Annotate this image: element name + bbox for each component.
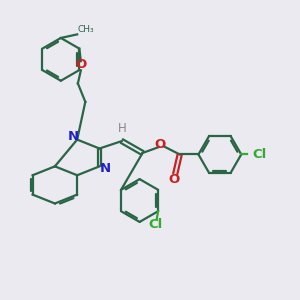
Text: O: O bbox=[155, 138, 166, 151]
Text: H: H bbox=[118, 122, 127, 135]
Text: Cl: Cl bbox=[253, 148, 267, 161]
Text: N: N bbox=[68, 130, 79, 143]
Text: O: O bbox=[75, 58, 86, 71]
Text: CH₃: CH₃ bbox=[78, 25, 94, 34]
Text: N: N bbox=[99, 162, 110, 175]
Text: Cl: Cl bbox=[148, 218, 163, 231]
Text: O: O bbox=[168, 172, 179, 186]
